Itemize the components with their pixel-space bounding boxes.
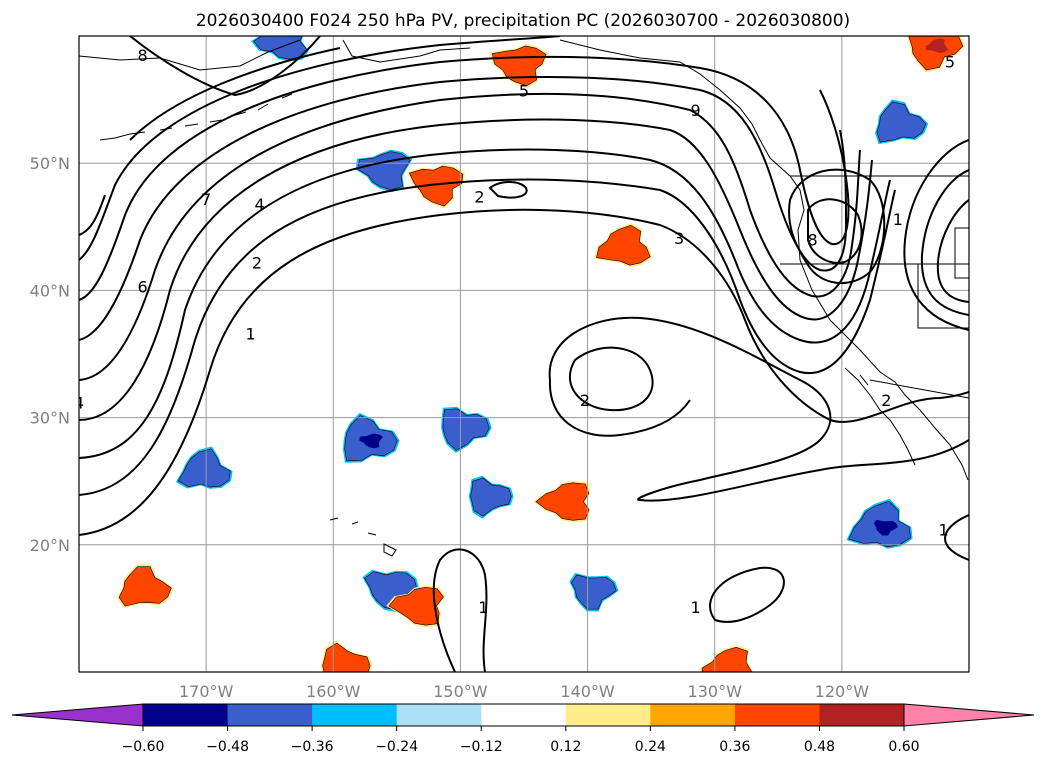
- precip-blob: [535, 482, 590, 521]
- precip-blob: [491, 45, 547, 87]
- pv-contour-7: [79, 36, 561, 261]
- contour-label: 2: [881, 391, 891, 410]
- lat-tick-label: 30°N: [30, 409, 70, 428]
- colorbar-segment: [312, 704, 398, 726]
- lat-tick-label: 50°N: [30, 154, 70, 173]
- colorbar-extend-high: [903, 703, 1035, 727]
- contour-label: 7: [201, 190, 211, 209]
- colorbar-segment: [143, 704, 229, 726]
- contour-label: 8: [137, 46, 147, 65]
- pv-contour-1: [79, 208, 969, 536]
- map-area: 8 5 7 4 2 6 2 1 3 8 1 9 5 2 2 1 1 1 4: [74, 35, 970, 673]
- pv-contour-south-1a: [432, 548, 488, 672]
- contour-label: 2: [580, 391, 590, 410]
- colorbar-tick-label: −0.48: [206, 739, 249, 755]
- pv-contour-trough-core: [788, 168, 886, 285]
- lat-tick-label: 20°N: [30, 536, 70, 555]
- contour-label: 1: [478, 598, 488, 617]
- pv-contours: [79, 36, 969, 672]
- colorbar-tick-label: 0.12: [550, 739, 581, 755]
- contour-label: 4: [74, 393, 84, 412]
- colorbar-frame: [142, 703, 905, 727]
- map-frame: [78, 35, 970, 673]
- colorbar-segment: [734, 704, 820, 726]
- coastline-alaska-peninsula: [79, 39, 969, 481]
- latitude-tick-labels: 20°N 30°N 40°N 50°N: [30, 154, 70, 555]
- contour-label: 3: [674, 229, 684, 248]
- colorbar-tick-label: 0.48: [804, 739, 835, 755]
- graticule: [79, 36, 969, 672]
- colorbar-tick-label: 0.24: [635, 739, 666, 755]
- pv-contour-low-2b: [548, 379, 691, 437]
- colorbar-tick-label: −0.36: [291, 739, 334, 755]
- coastline-hawaii: [329, 517, 397, 557]
- contour-label: 1: [246, 325, 256, 344]
- colorbar-tick-label: −0.60: [122, 739, 165, 755]
- pv-contour-small-2: [488, 181, 528, 199]
- contour-label: 2: [474, 187, 484, 206]
- precip-blob-core: [925, 38, 949, 53]
- pv-contour-south-1b: [709, 566, 785, 623]
- precip-blob: [408, 165, 464, 207]
- precip-blob-core: [359, 433, 383, 449]
- pv-contour-9: [129, 36, 321, 97]
- contour-label: 1: [893, 210, 903, 229]
- precip-blob: [596, 224, 651, 266]
- contour-label: 1: [691, 598, 701, 617]
- contour-label: 1: [938, 521, 948, 540]
- contour-label: 9: [691, 101, 701, 120]
- contour-label: 4: [254, 195, 264, 214]
- colorbar-segment: [819, 704, 905, 726]
- colorbar-segment: [396, 704, 482, 726]
- lon-tick-label: 150°W: [433, 682, 488, 701]
- pv-contour-6: [79, 55, 850, 301]
- pv-contour-5: [79, 75, 848, 341]
- precip-blob: [470, 477, 512, 517]
- pv-contour-se-1: [944, 514, 969, 561]
- contour-label: 2: [252, 253, 262, 272]
- pv-contour-3: [79, 118, 873, 421]
- colorbar-segment: [227, 704, 313, 726]
- lon-tick-label: 130°W: [688, 682, 743, 701]
- contour-labels: 8 5 7 4 2 6 2 1 3 8 1 9 5 2 2 1 1 1 4: [74, 46, 955, 617]
- contour-label: 6: [137, 278, 147, 297]
- coastline-baja: [844, 367, 916, 466]
- lon-tick-label: 120°W: [815, 682, 870, 701]
- pv-contour-1b: [79, 178, 896, 496]
- colorbar-tick-label: −0.24: [375, 739, 418, 755]
- precip-blob: [322, 642, 371, 672]
- lon-tick-label: 140°W: [560, 682, 615, 701]
- colorbar-tick-label: 0.36: [719, 739, 750, 755]
- colorbar-tick-label: −0.12: [460, 739, 503, 755]
- precip-blob: [571, 574, 617, 610]
- map-background: [79, 36, 969, 672]
- colorbar: −0.60 −0.48 −0.36 −0.24 −0.12 0.12 0.24 0.36 0.4…: [11, 703, 1035, 755]
- precip-blob: [357, 151, 411, 191]
- colorbar-segment: [565, 704, 651, 726]
- colorbar-segment: [650, 704, 736, 726]
- contour-label: 8: [808, 231, 818, 250]
- contour-label: 5: [519, 82, 529, 101]
- colorbar-tick-label: 0.60: [888, 739, 919, 755]
- precip-blob: [442, 408, 490, 451]
- colorbar-extend-low: [11, 703, 144, 727]
- chart-title: 2026030400 F024 250 hPa PV, precipitatio…: [196, 11, 850, 31]
- lon-tick-label: 160°W: [306, 682, 361, 701]
- pv-contour-east-ridge: [903, 139, 969, 331]
- precip-blob: [177, 448, 231, 488]
- longitude-tick-labels: 170°W 160°W 150°W 140°W 130°W 120°W: [179, 682, 869, 701]
- pv-contour-2: [79, 148, 891, 459]
- precipitation-pc-layer: [117, 36, 966, 672]
- lat-tick-label: 40°N: [30, 281, 70, 300]
- precip-blob: [908, 36, 964, 71]
- pv-contour-8: [79, 47, 341, 236]
- precip-blob-core: [873, 519, 898, 536]
- precip-blob: [876, 101, 927, 143]
- precip-blob: [118, 566, 172, 607]
- contour-label: 5: [945, 52, 955, 71]
- pv-contour-low-2: [548, 316, 969, 502]
- colorbar-segment: [481, 704, 567, 726]
- lon-tick-label: 170°W: [179, 682, 234, 701]
